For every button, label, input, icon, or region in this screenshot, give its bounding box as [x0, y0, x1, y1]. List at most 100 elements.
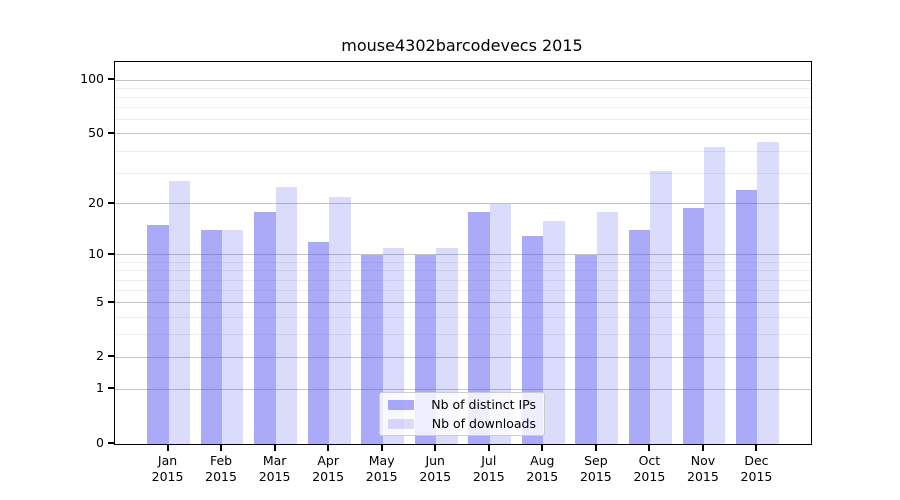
x-label-month: Sep — [584, 453, 608, 468]
x-label-year: 2015 — [205, 469, 237, 484]
bar-downloads — [596, 211, 619, 444]
bar-distinct-ips — [468, 211, 490, 444]
bar-downloads — [489, 203, 512, 444]
y-axis-tick — [108, 131, 114, 134]
x-label-year: 2015 — [740, 469, 773, 484]
x-axis-tick-label: Sep 2015 — [564, 453, 628, 485]
x-label-month: Jun — [425, 453, 445, 468]
x-axis-tick — [541, 444, 544, 451]
gridline-major — [115, 254, 811, 256]
legend: Nb of distinct IPs Nb of downloads — [379, 392, 545, 436]
x-label-year: 2015 — [687, 469, 719, 484]
plot-area — [114, 61, 812, 445]
bar-downloads — [703, 147, 726, 444]
legend-swatch-distinct-ips — [388, 399, 414, 410]
bar-downloads — [275, 187, 298, 444]
x-label-year: 2015 — [526, 469, 559, 484]
bar-distinct-ips — [736, 190, 758, 444]
gridline-major — [115, 203, 811, 205]
x-label-year: 2015 — [633, 469, 666, 484]
bar-distinct-ips — [628, 230, 651, 444]
x-label-year: 2015 — [258, 469, 291, 484]
chart-title: mouse4302barcodevecs 2015 — [341, 36, 583, 55]
gridline-minor — [115, 316, 811, 318]
legend-swatch-downloads — [388, 418, 414, 429]
gridline-minor — [115, 261, 811, 263]
x-label-month: Jul — [481, 453, 497, 468]
x-label-year: 2015 — [151, 469, 184, 484]
y-axis-tick-label: 100 — [80, 71, 104, 87]
y-axis-tick-label: 2 — [96, 348, 104, 364]
x-axis-tick-label: Jan 2015 — [136, 453, 200, 485]
legend-label: Nb of distinct IPs — [431, 397, 536, 412]
bar-distinct-ips — [682, 207, 704, 444]
bar-downloads — [222, 230, 244, 444]
x-axis-tick-label: Aug 2015 — [510, 453, 574, 485]
x-label-month: Feb — [209, 453, 233, 468]
x-axis-tick — [701, 444, 704, 451]
gridline-minor — [115, 334, 811, 336]
x-axis-tick-label: Oct 2015 — [617, 453, 681, 485]
x-axis-tick-label: Mar 2015 — [243, 453, 307, 485]
bar-distinct-ips — [147, 225, 169, 444]
gridline-minor — [115, 119, 811, 121]
y-axis-tick — [108, 78, 114, 81]
gridline-minor — [115, 96, 811, 98]
y-axis-tick — [108, 387, 114, 390]
bar-downloads — [168, 181, 190, 444]
bar-downloads — [757, 142, 779, 444]
y-axis-tick — [108, 355, 114, 358]
x-label-month: Mar — [262, 453, 287, 468]
gridline-major — [115, 79, 811, 81]
y-axis-tick-label: 50 — [88, 124, 104, 140]
x-label-month: Apr — [317, 453, 339, 468]
legend-label: Nb of downloads — [431, 416, 536, 431]
x-axis-tick-label: Jun 2015 — [403, 453, 467, 485]
y-axis-tick-label: 10 — [88, 245, 104, 261]
x-axis-tick — [434, 444, 437, 451]
x-axis-tick — [755, 444, 758, 451]
x-label-year: 2015 — [365, 469, 398, 484]
x-label-month: Oct — [638, 453, 661, 468]
x-axis-tick-label: May 2015 — [350, 453, 414, 485]
bar-distinct-ips — [200, 230, 223, 444]
bar-downloads — [543, 220, 565, 444]
y-axis-tick-label: 1 — [96, 380, 104, 396]
x-axis-tick-label: Jul 2015 — [457, 453, 521, 485]
gridline-minor — [115, 270, 811, 272]
y-axis-tick-label: 5 — [96, 293, 104, 309]
bar-distinct-ips — [307, 241, 330, 444]
x-axis-tick-label: Nov 2015 — [671, 453, 735, 485]
y-axis-tick — [108, 252, 114, 255]
legend-item: Nb of distinct IPs — [388, 397, 536, 412]
gridline-minor — [115, 290, 811, 292]
x-axis-tick — [273, 444, 276, 451]
x-axis-tick — [327, 444, 330, 451]
bar-distinct-ips — [521, 235, 544, 444]
gridline-minor — [115, 172, 811, 174]
gridline-minor — [115, 279, 811, 281]
gridline-major — [115, 388, 811, 390]
x-label-month: May — [368, 453, 395, 468]
x-label-year: 2015 — [419, 469, 452, 484]
x-label-month: Nov — [690, 453, 716, 468]
x-axis-tick — [220, 444, 223, 451]
x-axis-tick-label: Dec 2015 — [724, 453, 788, 485]
x-axis-tick-label: Feb 2015 — [189, 453, 253, 485]
gridline-minor — [115, 107, 811, 109]
y-axis-tick — [108, 442, 114, 444]
gridline-minor — [115, 150, 811, 152]
y-axis-tick — [108, 300, 114, 303]
gridline-major — [115, 302, 811, 304]
bar-downloads — [650, 170, 672, 444]
gridline-major — [115, 133, 811, 135]
x-label-year: 2015 — [579, 469, 612, 484]
bar-distinct-ips — [254, 211, 276, 444]
y-axis-tick-label: 0 — [96, 435, 104, 450]
bar-distinct-ips — [361, 254, 383, 444]
x-label-month: Dec — [744, 453, 769, 468]
x-label-month: Jan — [157, 453, 178, 468]
gridline-minor — [115, 87, 811, 89]
x-label-year: 2015 — [472, 469, 505, 484]
